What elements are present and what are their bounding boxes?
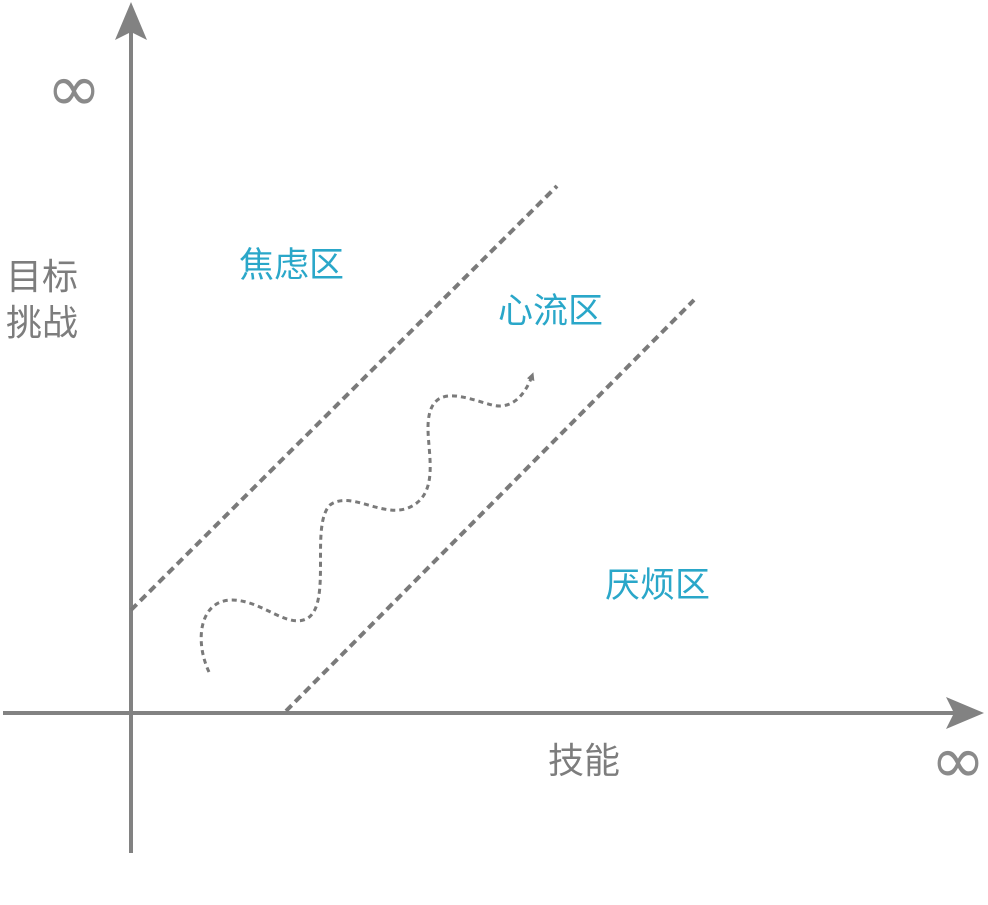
y-axis-label-line1: 目标: [6, 257, 78, 298]
y-axis-infinity-symbol: ∞: [47, 50, 102, 127]
upper-boundary-dashed-line: [129, 184, 559, 612]
lower-boundary-dashed-line: [284, 298, 696, 713]
y-axis-label-line2: 挑战: [6, 303, 78, 344]
anxiety-zone-label: 焦虑区: [239, 246, 344, 286]
boredom-zone-label: 厌烦区: [605, 566, 710, 606]
y-axis-arrowhead: [115, 2, 147, 40]
flow-path-wavy-arrow: [199, 372, 535, 673]
x-axis-infinity-symbol: ∞: [931, 722, 986, 799]
x-axis-arrowhead: [946, 697, 984, 729]
flow-zone-label: 心流区: [498, 292, 603, 332]
x-axis-label: 技能: [548, 741, 620, 782]
